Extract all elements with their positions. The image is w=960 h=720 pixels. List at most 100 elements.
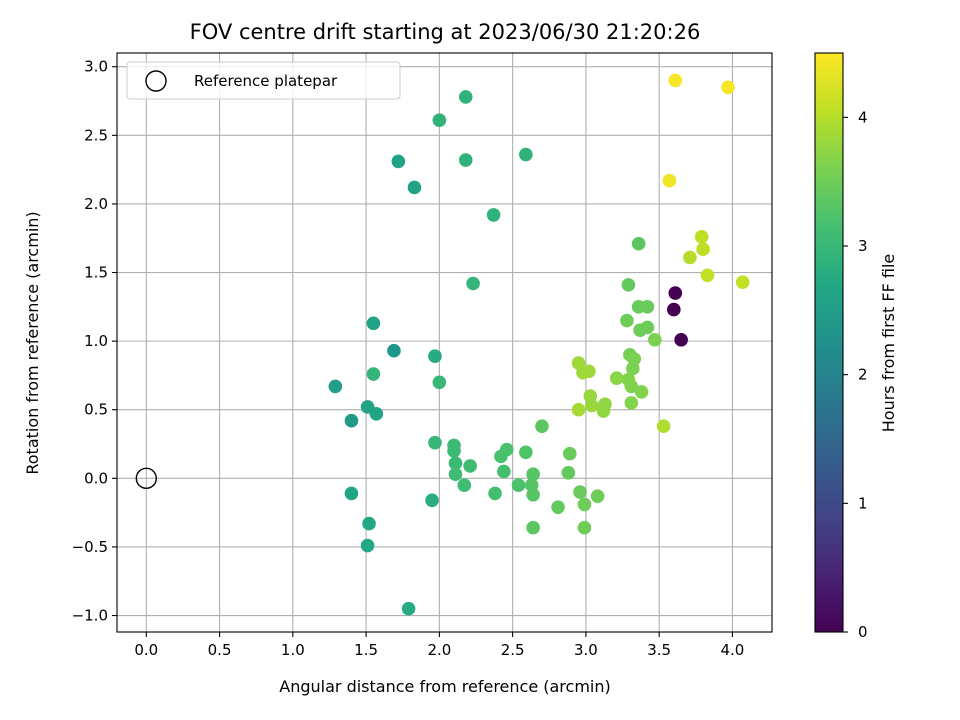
data-point [696, 242, 710, 257]
data-point [609, 371, 624, 385]
x-axis-label: Angular distance from reference (arcmin) [279, 677, 610, 696]
y-tick-label: −0.5 [72, 538, 108, 556]
data-point [407, 180, 422, 195]
data-point [428, 435, 442, 450]
x-axis-ticks: 0.0 0.5 1.0 1.5 2.0 2.5 3.0 3.5 4.0 [134, 632, 744, 659]
colorbar-tick-label: 1 [858, 494, 868, 512]
data-point [526, 467, 540, 482]
data-point [590, 489, 605, 503]
data-point [631, 236, 646, 251]
x-tick-label: 3.0 [574, 641, 598, 659]
data-point [561, 466, 576, 480]
data-points [328, 73, 750, 616]
x-tick-label: 1.0 [281, 641, 305, 659]
data-point [401, 601, 416, 616]
x-tick-label: 2.5 [501, 641, 525, 659]
data-point [667, 302, 681, 317]
data-point [526, 487, 540, 502]
grid [117, 53, 772, 632]
data-point [328, 379, 343, 394]
x-tick-label: 2.0 [427, 641, 451, 659]
data-point [662, 173, 677, 188]
data-point [448, 467, 463, 482]
colorbar-ticks: 0 1 2 3 4 [843, 108, 868, 641]
colorbar-gradient [814, 52, 844, 633]
data-point [625, 361, 640, 376]
colorbar-tick-label: 0 [858, 623, 868, 641]
data-point [573, 485, 587, 499]
data-point [526, 520, 540, 535]
colorbar-tick-label: 2 [858, 366, 868, 384]
y-axis-label: Rotation from reference (arcmin) [23, 211, 42, 474]
data-point [640, 300, 655, 314]
data-point [700, 268, 715, 283]
y-tick-label: 3.0 [84, 58, 108, 76]
y-tick-label: 2.0 [84, 195, 108, 213]
legend-entry: Reference platepar [194, 72, 338, 90]
data-point [674, 332, 688, 347]
data-point [584, 398, 599, 413]
plot-frame [116, 52, 773, 633]
data-point [640, 320, 655, 335]
y-tick-label: −1.0 [72, 607, 108, 625]
data-point [458, 90, 473, 104]
y-axis-ticks: −1.0 −0.5 0.0 0.5 1.0 1.5 2.0 2.5 3.0 [72, 58, 117, 625]
data-point [624, 379, 639, 394]
data-point [463, 459, 477, 473]
data-point [425, 493, 439, 508]
data-point [366, 367, 381, 381]
data-point [369, 407, 384, 421]
data-point [511, 478, 526, 492]
data-point [432, 375, 447, 390]
data-point [620, 313, 634, 328]
y-tick-label: 2.5 [84, 126, 108, 144]
data-point [668, 73, 683, 88]
data-point [577, 497, 592, 512]
chart-title: FOV centre drift starting at 2023/06/30 … [190, 20, 701, 44]
data-point [458, 153, 473, 167]
legend: Reference platepar [126, 61, 401, 100]
y-tick-label: 0.5 [84, 401, 108, 419]
data-point [362, 516, 376, 531]
colorbar: 0 1 2 3 4 Hours from first FF file [814, 52, 898, 641]
y-tick-label: 1.5 [84, 264, 108, 282]
data-point [656, 419, 671, 433]
data-point [387, 343, 401, 358]
data-point [428, 349, 442, 364]
data-point [571, 402, 586, 417]
colorbar-tick-label: 3 [858, 237, 868, 255]
data-point [721, 80, 735, 95]
x-tick-label: 4.0 [721, 641, 745, 659]
data-point [360, 538, 375, 553]
reference-marker [135, 467, 158, 490]
colorbar-label: Hours from first FF file [879, 254, 898, 433]
data-point [596, 404, 611, 418]
x-tick-label: 0.5 [208, 641, 232, 659]
data-point [647, 332, 662, 347]
colorbar-tick-label: 4 [858, 108, 868, 126]
y-tick-label: 1.0 [84, 332, 108, 350]
data-point [694, 230, 709, 244]
data-point [577, 520, 592, 535]
data-point [447, 444, 461, 458]
data-point [571, 356, 586, 370]
data-point [486, 208, 501, 222]
data-point [488, 486, 502, 501]
data-point [634, 385, 649, 399]
data-point [735, 275, 750, 289]
data-point [562, 446, 577, 461]
reference-marker-group [135, 467, 158, 490]
data-point [624, 396, 639, 410]
data-point [457, 478, 472, 492]
legend-box [126, 61, 401, 100]
data-point [391, 154, 406, 169]
y-tick-label: 0.0 [84, 469, 108, 487]
data-point [466, 276, 480, 291]
data-point [668, 286, 683, 300]
data-point [344, 413, 359, 428]
x-tick-label: 3.5 [647, 641, 671, 659]
data-point [683, 250, 697, 265]
data-point [432, 113, 447, 128]
data-point [621, 278, 636, 292]
